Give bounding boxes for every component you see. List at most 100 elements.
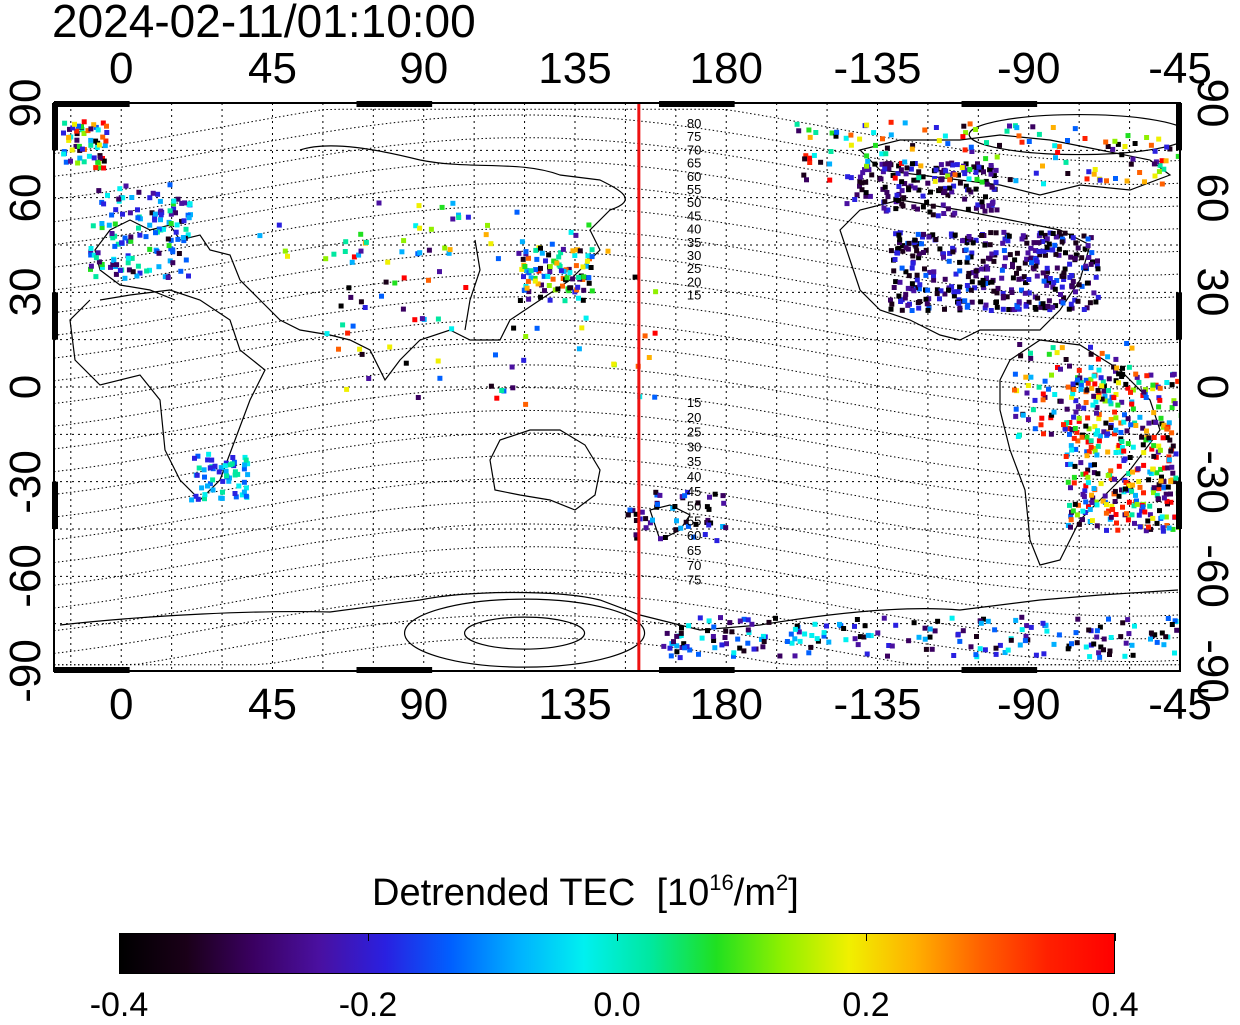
tec-point — [941, 211, 947, 216]
tec-point — [848, 132, 854, 138]
tec-point — [1024, 240, 1030, 246]
tec-point — [122, 235, 128, 241]
tec-point — [1065, 138, 1070, 143]
tec-point — [844, 201, 850, 207]
tec-point — [1067, 420, 1073, 425]
tec-point — [801, 172, 807, 178]
tec-point — [168, 237, 174, 243]
tec-point — [1083, 400, 1089, 405]
tec-point — [1118, 436, 1124, 442]
tec-point — [1041, 431, 1046, 437]
tec-point — [104, 130, 110, 135]
tec-point — [552, 287, 558, 293]
tec-point — [938, 186, 943, 192]
tec-point — [875, 630, 881, 636]
tec-point — [1119, 399, 1125, 405]
tec-point — [677, 655, 683, 661]
tec-point — [1017, 342, 1023, 347]
tec-point — [485, 222, 490, 228]
tec-point — [792, 653, 798, 659]
tec-point — [1161, 484, 1167, 490]
tec-point — [186, 202, 192, 207]
tec-point — [981, 285, 987, 291]
tec-point — [1085, 380, 1091, 386]
tec-point — [989, 251, 995, 257]
tec-point — [1126, 483, 1132, 489]
terminator-label: 45 — [687, 484, 701, 499]
tec-point — [522, 264, 528, 269]
tec-point — [955, 631, 961, 637]
tec-point — [1040, 391, 1046, 397]
tec-point — [976, 164, 982, 170]
pole-contour — [403, 598, 646, 668]
tec-point — [1062, 230, 1068, 236]
tec-point — [109, 231, 115, 236]
tec-point — [207, 481, 213, 487]
tec-point — [1071, 480, 1077, 486]
tec-point — [1107, 648, 1113, 654]
terminator-label: 75 — [687, 573, 701, 588]
tec-point — [1050, 125, 1056, 130]
tec-point — [968, 237, 974, 242]
tec-point — [1072, 501, 1078, 507]
tec-point — [678, 630, 684, 636]
terminator-label: 70 — [687, 558, 701, 573]
tec-point — [101, 201, 107, 207]
tec-point — [282, 248, 288, 254]
tec-point — [892, 257, 898, 262]
tec-point — [965, 286, 971, 292]
tec-point — [1074, 512, 1080, 518]
tec-point — [1083, 263, 1089, 269]
tec-point — [674, 518, 679, 524]
tec-point — [68, 158, 73, 164]
tec-point — [400, 306, 406, 312]
tec-point — [991, 288, 997, 294]
tec-point — [1115, 527, 1121, 533]
tec-point — [1064, 420, 1070, 426]
tec-point — [1019, 614, 1025, 620]
tec-point — [426, 277, 431, 283]
tec-point — [869, 172, 875, 178]
tec-point — [1041, 248, 1047, 254]
tec-point — [932, 176, 938, 181]
tick-bottom-label: 0 — [108, 680, 134, 729]
tec-point — [1091, 290, 1097, 296]
tec-point — [939, 177, 945, 183]
tec-point — [1165, 465, 1171, 471]
tec-point — [63, 159, 69, 165]
tec-point — [1105, 354, 1111, 360]
tec-point — [1129, 401, 1135, 407]
tec-point — [1161, 166, 1167, 172]
tec-point — [843, 135, 849, 141]
tec-point — [586, 280, 592, 286]
tec-point — [1101, 388, 1107, 394]
tec-point — [1046, 241, 1052, 247]
tec-point — [848, 142, 854, 148]
tec-point — [542, 288, 547, 294]
tec-point — [633, 511, 639, 517]
tec-point — [1046, 279, 1052, 285]
tec-point — [575, 284, 581, 290]
tec-point — [979, 165, 984, 171]
tec-point — [1137, 170, 1143, 175]
tec-point — [1111, 395, 1117, 401]
tec-point — [922, 266, 927, 272]
tec-point — [194, 472, 200, 478]
tec-point — [1143, 437, 1149, 443]
tec-point — [170, 260, 176, 266]
tec-point — [1135, 466, 1141, 472]
tec-point — [1173, 451, 1179, 457]
tec-point — [1026, 139, 1032, 144]
tec-point — [912, 185, 918, 191]
tec-point — [883, 151, 889, 157]
tec-point — [994, 207, 1000, 213]
tec-point — [955, 289, 961, 295]
tec-point — [1073, 398, 1079, 404]
tec-point — [437, 375, 443, 381]
tec-point — [863, 193, 869, 199]
tec-point — [1015, 434, 1021, 439]
tec-point — [630, 508, 636, 514]
tec-point — [1095, 428, 1100, 434]
tec-point — [995, 285, 1001, 291]
tec-point — [1126, 471, 1132, 477]
